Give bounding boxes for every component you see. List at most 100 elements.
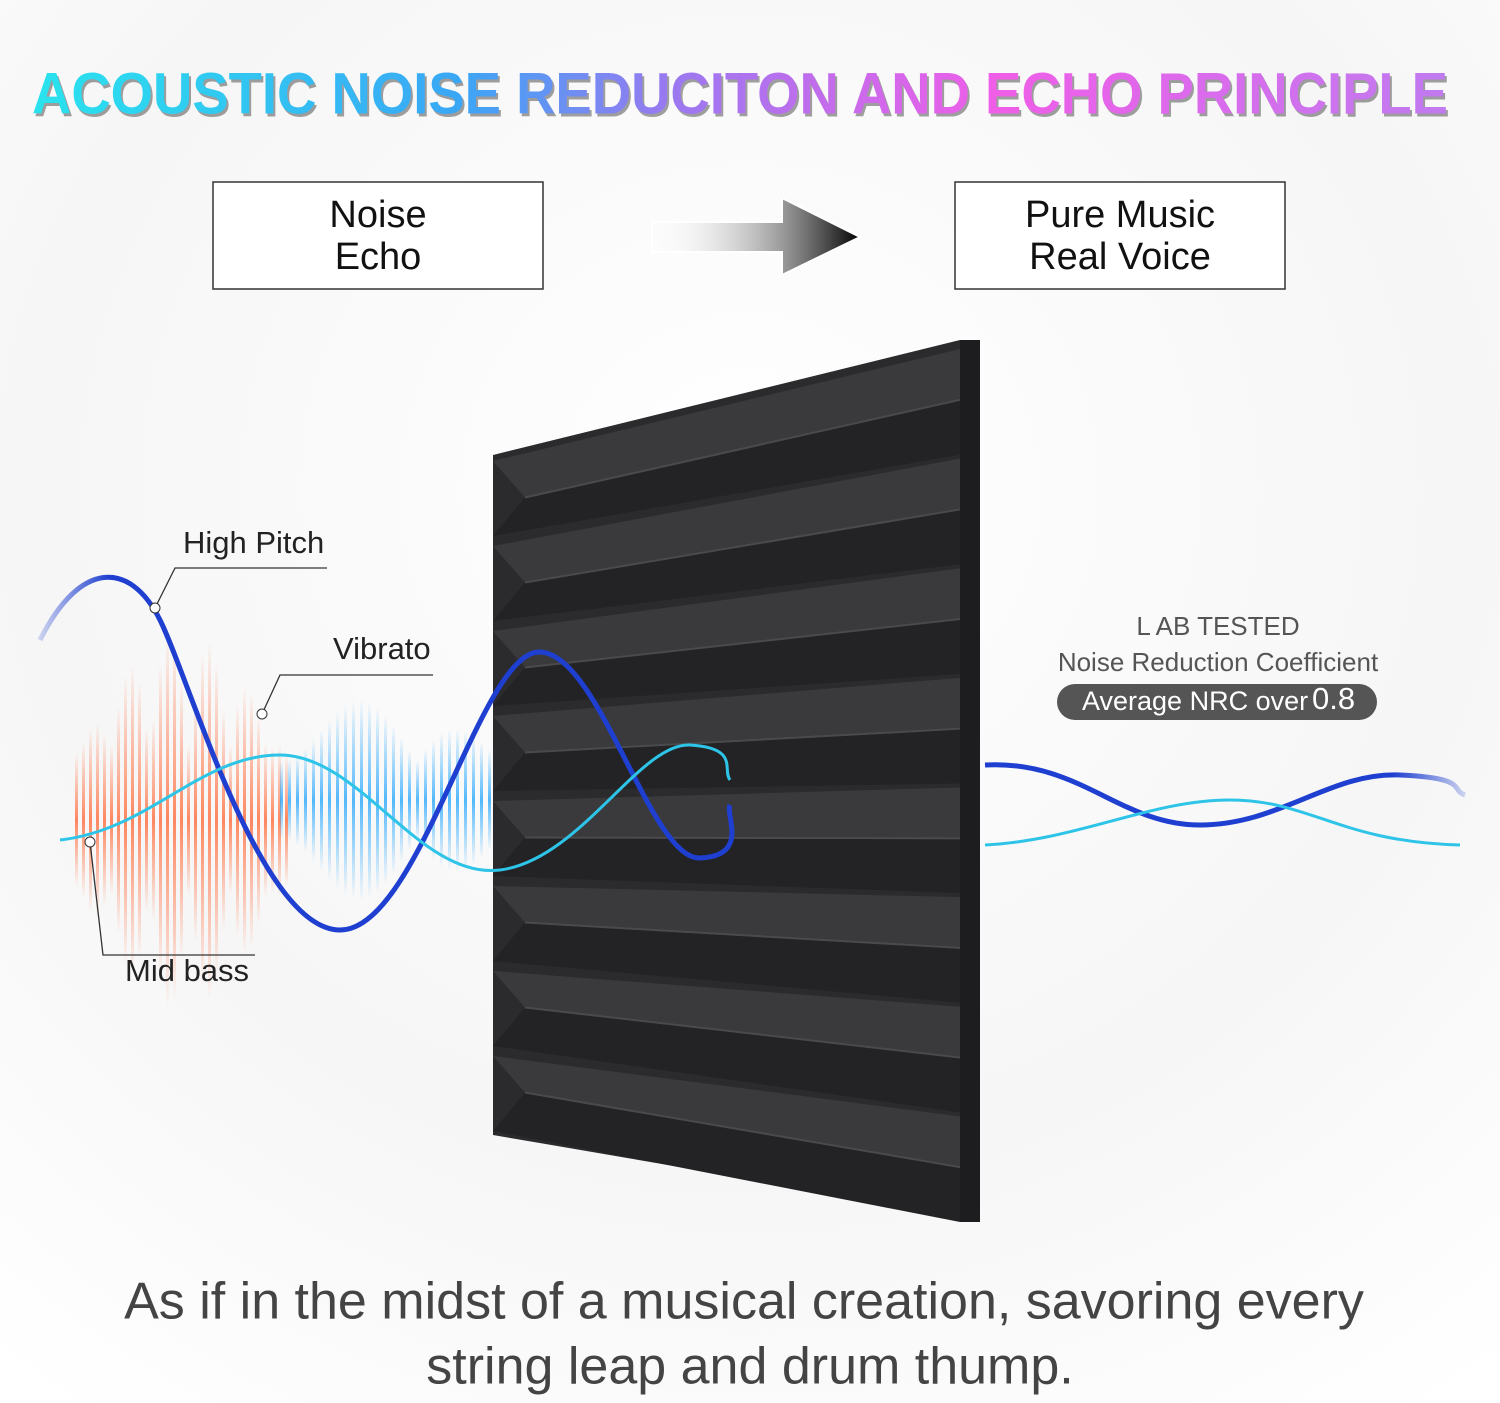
- ridge-crest: [524, 921, 961, 949]
- burst-line: [448, 728, 451, 872]
- before-box: [212, 181, 544, 290]
- burst-line: [215, 662, 218, 978]
- nrc-pill: [1057, 684, 1377, 720]
- burst-line: [117, 707, 120, 933]
- burst-line: [296, 754, 299, 846]
- panel-edge: [960, 340, 980, 1222]
- burst-line: [243, 685, 246, 955]
- burst-line: [271, 746, 274, 894]
- ridge-top: [493, 349, 960, 498]
- ridge-top: [493, 971, 960, 1058]
- burst-line: [432, 739, 435, 861]
- ridge-crest: [524, 727, 961, 754]
- burst-line: [187, 744, 190, 896]
- leader-dot: [256, 708, 268, 720]
- ridge-top: [493, 458, 960, 583]
- ridge-crest: [524, 1091, 961, 1169]
- burst-line: [159, 664, 162, 976]
- burst-line: [285, 753, 288, 887]
- ridge-bottom: [493, 1092, 960, 1222]
- burst-line: [257, 716, 260, 924]
- burst-line: [131, 664, 134, 976]
- burst-line: [166, 634, 169, 1006]
- after-text: Real Voice: [1029, 236, 1211, 278]
- burst-line: [488, 749, 491, 851]
- ridge-bottom: [493, 619, 960, 706]
- caption: string leap and drum thump.: [426, 1338, 1073, 1396]
- ridge-crest: [524, 398, 961, 499]
- ridge-top: [493, 1056, 960, 1168]
- burst-line: [229, 744, 232, 896]
- burst-line: [110, 744, 113, 896]
- burst-line: [264, 742, 267, 898]
- burst-line: [152, 719, 155, 921]
- burst-line: [201, 652, 204, 988]
- burst-line: [173, 640, 176, 1000]
- leader-dot: [84, 836, 96, 848]
- arrow: [651, 196, 863, 277]
- burst-line: [424, 748, 427, 852]
- burst-line: [416, 760, 419, 840]
- after-box: [954, 181, 1286, 290]
- burst-line: [138, 682, 141, 958]
- burst-line: [352, 700, 355, 900]
- burst-line: [280, 761, 283, 839]
- burst-line: [376, 707, 379, 893]
- ridge-crest: [524, 618, 961, 669]
- wave-label: High Pitch: [183, 525, 324, 560]
- burst-line: [236, 703, 239, 937]
- bass-wave: [59, 743, 732, 872]
- leader: [261, 674, 433, 715]
- burst-line: [96, 722, 99, 918]
- burst-line: [328, 719, 331, 881]
- ridge-crest: [524, 836, 961, 840]
- burst-line: [145, 727, 148, 913]
- burst-line: [75, 753, 78, 887]
- burst-line: [400, 737, 403, 863]
- burst-line: [472, 734, 475, 866]
- before-text: Echo: [335, 236, 422, 278]
- burst-line: [320, 729, 323, 871]
- leader: [154, 567, 327, 609]
- ridge-top: [493, 886, 960, 948]
- burst-line: [103, 733, 106, 907]
- output-wave: [984, 762, 1467, 828]
- output-wave: [984, 798, 1461, 847]
- burst-line: [456, 727, 459, 873]
- ridge-crest: [524, 508, 961, 584]
- title: ACOUSTIC NOISE REDUCITON AND ECHO PRINCI…: [32, 61, 1448, 126]
- caption: As if in the midst of a musical creation…: [124, 1273, 1364, 1331]
- leaders: [89, 567, 433, 956]
- nrc-value: 0.8: [1312, 681, 1355, 716]
- burst-line: [312, 738, 315, 862]
- wave-label: Vibrato: [333, 631, 431, 666]
- foam-panel: [493, 340, 980, 1222]
- ridge-crest: [524, 1006, 961, 1059]
- after-text: Pure Music: [1025, 194, 1215, 236]
- ridge-bottom: [493, 837, 960, 894]
- high-wave: [37, 574, 735, 933]
- leader-dot: [149, 602, 161, 614]
- ridge-bottom: [493, 922, 960, 1003]
- burst-line: [336, 711, 339, 889]
- burst-line: [250, 692, 253, 948]
- burst-line: [222, 709, 225, 931]
- burst-line: [208, 640, 211, 1000]
- burst-line: [408, 750, 411, 850]
- burst-line: [180, 681, 183, 959]
- burst-line: [360, 699, 363, 901]
- burst-line: [288, 759, 291, 841]
- burst-line: [194, 698, 197, 942]
- nrc-text: Average NRC over: [1082, 686, 1308, 716]
- burst-line: [278, 744, 281, 896]
- lab-coefficient: Noise Reduction Coefficient: [1058, 647, 1379, 677]
- lab-tested: L AB TESTED: [1136, 611, 1299, 641]
- burst-line: [89, 727, 92, 913]
- ridge-bottom: [493, 1007, 960, 1113]
- title-shadow: ACOUSTIC NOISE REDUCITON AND ECHO PRINCI…: [34, 64, 1450, 129]
- ridge-bottom: [493, 399, 960, 536]
- burst-line: [304, 747, 307, 853]
- burst-line: [480, 741, 483, 859]
